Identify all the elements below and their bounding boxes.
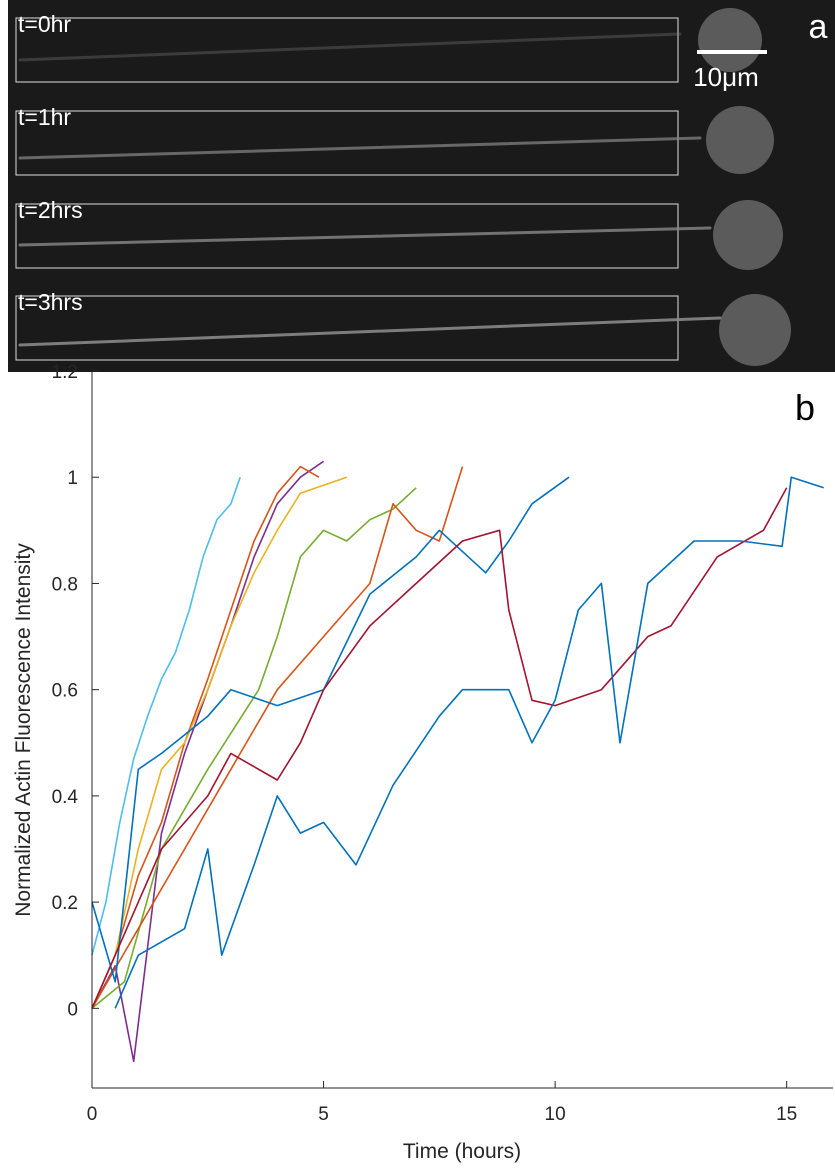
frame-label: t=3hrs bbox=[18, 289, 83, 315]
y-tick-label: 0.2 bbox=[52, 893, 78, 914]
data-line bbox=[91, 487, 417, 1009]
micrograph bbox=[8, 0, 835, 372]
data-line bbox=[91, 465, 320, 1009]
panel-label: b bbox=[795, 387, 815, 428]
data-line bbox=[91, 466, 464, 1009]
y-tick-label: 0.4 bbox=[52, 787, 79, 808]
y-tick-label: 1.2 bbox=[52, 362, 78, 383]
data-line bbox=[91, 476, 347, 1009]
x-tick-label: 5 bbox=[318, 1104, 329, 1125]
data-line bbox=[91, 476, 570, 983]
frame-box bbox=[15, 295, 679, 361]
y-tick-label: 1 bbox=[67, 468, 78, 489]
panel-label: a bbox=[809, 8, 828, 46]
x-axis-label: Time (hours) bbox=[403, 1140, 521, 1163]
y-tick-label: 0.8 bbox=[52, 574, 78, 595]
x-tick-label: 15 bbox=[776, 1104, 797, 1125]
y-axis-label: Normalized Actin Fluorescence Intensity bbox=[12, 543, 35, 917]
y-tick-label: 0 bbox=[67, 999, 78, 1020]
scale-label: 10μm bbox=[693, 62, 759, 92]
panel-a: 10μm a t=0hr t=1hr t=2hrs t=3hrs bbox=[8, 0, 835, 372]
panel-b: b Time (hours) Normalized Actin Fluoresc… bbox=[12, 362, 833, 1163]
axon bbox=[18, 136, 702, 160]
cell-body bbox=[698, 8, 762, 72]
frame-box bbox=[15, 203, 679, 269]
cell-body bbox=[713, 200, 783, 270]
x-tick-label: 10 bbox=[545, 1104, 566, 1125]
y-tick-label: 0.6 bbox=[52, 681, 78, 702]
data-line bbox=[91, 487, 788, 1009]
frame-label: t=1hr bbox=[18, 104, 71, 130]
frame-label: t=0hr bbox=[18, 11, 71, 37]
x-tick-label: 0 bbox=[87, 1104, 98, 1125]
axon bbox=[18, 226, 712, 247]
cell-body bbox=[719, 294, 791, 366]
frame-box bbox=[15, 110, 679, 176]
axon bbox=[18, 32, 682, 62]
cell-body bbox=[706, 106, 774, 174]
frame-box bbox=[15, 17, 679, 83]
data-line bbox=[114, 476, 824, 1009]
frame-label: t=2hrs bbox=[18, 197, 83, 223]
data-line bbox=[91, 476, 241, 956]
axon bbox=[18, 316, 722, 347]
